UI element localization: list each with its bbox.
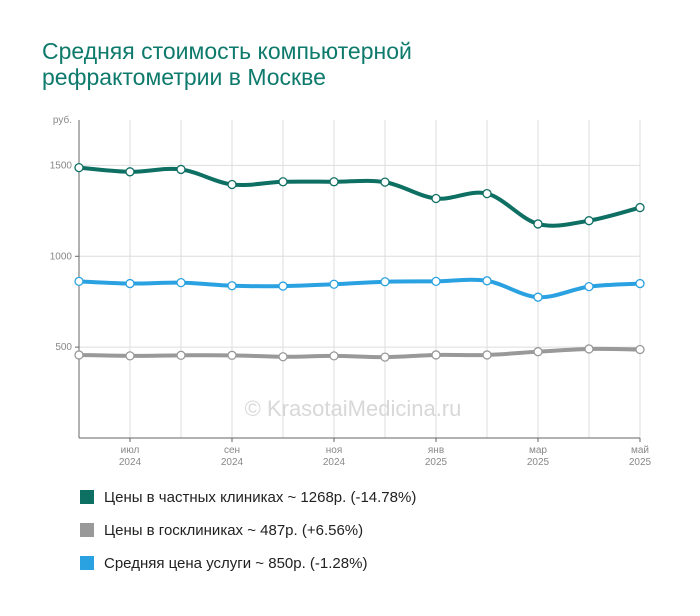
- point-public-2025-04: [584, 344, 594, 354]
- point-average-2024-09: [227, 281, 237, 291]
- legend-swatch-public: [80, 523, 94, 537]
- point-private-2024-10: [278, 177, 288, 187]
- point-average-2024-08: [176, 277, 186, 288]
- x-tick-month-1: июл: [121, 445, 140, 456]
- point-public-2025-02: [482, 350, 492, 360]
- point-private-2025-04: [584, 216, 594, 226]
- point-private-2025-01: [431, 193, 441, 204]
- point-public-2024-07: [125, 351, 135, 361]
- x-tick-year-1: 2024: [119, 457, 142, 468]
- point-public-2024-12: [380, 352, 390, 362]
- watermark-text: © KrasotaiMedicina.ru: [245, 396, 462, 421]
- x-tick-month-7: янв: [428, 445, 444, 456]
- point-public-2024-10: [278, 352, 288, 362]
- point-average-2025-01: [431, 276, 441, 287]
- point-average-2024-10: [278, 281, 288, 291]
- x-tick-year-7: 2025: [425, 457, 448, 468]
- x-tick-year-11: 2025: [629, 457, 652, 468]
- point-private-2024-09: [227, 179, 237, 190]
- legend-item-public[interactable]: Цены в госклиниках ~ 487р. (+6.56%): [80, 520, 416, 540]
- point-private-2024-08: [176, 164, 186, 175]
- point-public-2024-09: [227, 350, 237, 360]
- series-group: [74, 162, 645, 362]
- x-tick-month-11: май: [631, 445, 649, 456]
- legend-label-average: Средняя цена услуги ~ 850р. (-1.28%): [104, 554, 368, 572]
- x-tick-month-5: ноя: [326, 445, 343, 456]
- chart-title-line-2: рефрактометрии в Москве: [42, 64, 326, 90]
- point-private-2025-02: [482, 188, 492, 199]
- x-tick-month-3: сен: [224, 445, 240, 456]
- y-tick-label-1500: 1500: [50, 160, 73, 171]
- point-average-2024-12: [380, 277, 390, 287]
- point-private-2024-07: [125, 167, 135, 177]
- chart-title: Средняя стоимость компьютерной рефрактом…: [42, 38, 602, 90]
- point-private-2025-03: [533, 219, 543, 229]
- point-average-2024-06: [74, 276, 84, 287]
- point-public-2025-01: [431, 350, 441, 360]
- point-average-2025-03: [533, 292, 543, 302]
- point-private-2024-11: [329, 177, 339, 187]
- legend-swatch-private: [80, 490, 94, 504]
- tick-labels: 50010001500руб.июл2024сен2024ноя2024янв2…: [50, 114, 652, 468]
- legend-label-private: Цены в частных клиниках ~ 1268р. (-14.78…: [104, 488, 417, 506]
- point-public-2025-05: [635, 344, 645, 355]
- chart-title-line-1: Средняя стоимость компьютерной: [42, 38, 412, 64]
- point-private-2024-12: [380, 177, 390, 187]
- legend-label-public: Цены в госклиниках ~ 487р. (+6.56%): [104, 521, 364, 539]
- point-average-2024-07: [125, 278, 135, 289]
- x-tick-year-5: 2024: [323, 457, 346, 468]
- point-private-2024-06: [74, 162, 84, 173]
- y-tick-label-1000: 1000: [50, 251, 73, 262]
- y-axis-unit-label: руб.: [53, 114, 72, 126]
- legend: Цены в частных клиниках ~ 1268р. (-14.78…: [80, 487, 416, 586]
- series-line-average: [77, 277, 642, 300]
- series-line-public: [77, 346, 642, 360]
- legend-item-private[interactable]: Цены в частных клиниках ~ 1268р. (-14.78…: [80, 487, 416, 507]
- point-average-2025-05: [635, 278, 645, 289]
- legend-swatch-average: [80, 556, 94, 570]
- point-public-2024-06: [74, 350, 84, 360]
- point-average-2025-02: [482, 276, 492, 286]
- point-average-2024-11: [329, 279, 339, 289]
- legend-item-average[interactable]: Средняя цена услуги ~ 850р. (-1.28%): [80, 553, 416, 573]
- point-private-2025-05: [635, 202, 645, 213]
- series-line-private: [77, 165, 642, 228]
- x-tick-year-9: 2025: [527, 457, 550, 468]
- point-public-2025-03: [533, 347, 543, 357]
- point-public-2024-08: [176, 350, 186, 360]
- x-tick-year-3: 2024: [221, 457, 244, 468]
- point-public-2024-11: [329, 351, 339, 361]
- y-tick-label-500: 500: [55, 342, 72, 353]
- x-tick-month-9: мар: [529, 445, 547, 456]
- point-average-2025-04: [584, 281, 594, 292]
